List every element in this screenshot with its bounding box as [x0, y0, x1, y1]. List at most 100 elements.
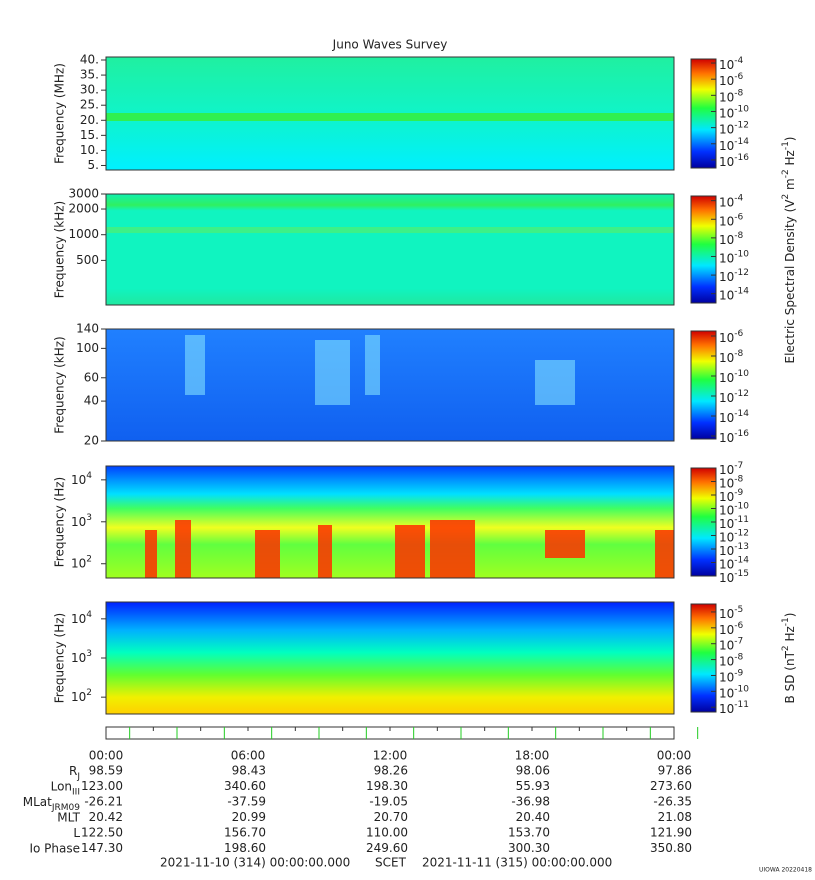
tick-base: 10 [719, 622, 734, 636]
tick-exponent: -8 [734, 230, 743, 240]
y-tick-label: 102 [71, 554, 92, 570]
tick-base: 10 [719, 571, 734, 585]
colorbar-tick-label: 10-10 [719, 249, 749, 265]
tick-base: 10 [719, 686, 734, 700]
y-tick-label: 103 [71, 512, 92, 528]
tick-base: 10 [719, 463, 734, 477]
colorbar-tick-label: 10-14 [719, 409, 749, 425]
y-axis-label: Frequency (MHz) [53, 63, 67, 164]
y-tick-label: 10. [80, 143, 99, 157]
plot-frame [105, 328, 675, 442]
tick-exponent: -10 [734, 501, 749, 511]
colorbar-tick-label: 10-15 [719, 569, 749, 585]
colorbar-tick-label: 10-5 [719, 604, 743, 620]
row-label: Io Phase [29, 841, 80, 855]
tick-exponent: -9 [734, 668, 743, 678]
y-tick-label: 3000 [68, 187, 99, 201]
label-sup: -2 [781, 169, 791, 178]
row-value: 98.43 [232, 764, 266, 778]
tick-base: 10 [719, 90, 734, 104]
row-name: MLT [57, 810, 80, 824]
tick-base: 10 [71, 690, 86, 704]
chart-title: Juno Waves Survey [332, 38, 448, 52]
tick-base: 10 [719, 606, 734, 620]
tick-exponent: -7 [734, 636, 743, 646]
label-part: ) [783, 136, 797, 141]
tick-exponent: 2 [86, 554, 92, 564]
tick-exponent: -14 [734, 409, 749, 419]
tick-base: 10 [719, 411, 734, 425]
y-tick-label: 102 [71, 688, 92, 704]
tick-exponent: -10 [734, 684, 749, 694]
label-part: Hz [783, 626, 797, 645]
y-tick-label: 103 [71, 649, 92, 665]
row-value: -37.59 [227, 795, 266, 809]
tick-exponent: -6 [734, 329, 743, 339]
colorbar-tick-label: 10-10 [719, 369, 749, 385]
row-name: L [73, 826, 80, 840]
label-sup: 2 [781, 645, 791, 651]
colorbar-tick-label: 10-11 [719, 515, 749, 531]
y-axis-label: Frequency (kHz) [53, 336, 67, 433]
tick-exponent: -4 [734, 56, 743, 66]
tick-base: 10 [71, 556, 86, 570]
colorbar-tick-label: 10-9 [719, 668, 744, 684]
tick-base: 10 [719, 288, 734, 302]
row-sub: J [76, 772, 80, 782]
tick-exponent: 4 [86, 609, 92, 619]
tick-base: 10 [71, 514, 86, 528]
time-label: 00:00 [657, 749, 692, 763]
tick-base: 10 [719, 702, 734, 716]
y-tick-label: 5. [88, 158, 99, 172]
tick-base: 10 [719, 138, 734, 152]
tick-base: 10 [719, 544, 734, 558]
row-value: 340.60 [224, 779, 266, 793]
colorbar-tick-label: 10-4 [719, 56, 744, 72]
row-name: R [69, 764, 77, 778]
tick-exponent: -11 [734, 515, 749, 525]
colorbar-tick-label: 10-8 [719, 474, 744, 490]
colorbar-tick-label: 10-14 [719, 136, 749, 152]
tick-base: 10 [719, 351, 734, 365]
row-value: 122.50 [81, 826, 123, 840]
row-label: MLatJRM09 [23, 795, 81, 813]
colorbar-tick-label: 10-7 [719, 636, 743, 652]
colorbar-tick-label: 10-10 [719, 501, 749, 517]
tick-exponent: -16 [734, 429, 749, 439]
tick-exponent: -8 [734, 88, 743, 98]
colorbar-tick-label: 10-12 [719, 528, 749, 544]
tick-exponent: 2 [86, 688, 92, 698]
colorbar-label: B SD (nT2 Hz-1) [781, 613, 797, 704]
tick-base: 10 [719, 214, 734, 228]
colorbar-tick-label: 10-6 [719, 212, 744, 228]
y-axis-label: Frequency (Hz) [53, 613, 67, 704]
spectrogram [106, 466, 674, 578]
y-tick-label: 104 [71, 470, 92, 486]
footer-start: 2021-11-10 (314) 00:00:00.000 [160, 856, 350, 870]
tick-base: 10 [719, 232, 734, 246]
row-value: -19.05 [369, 795, 408, 809]
y-tick-label: 20. [80, 113, 99, 127]
tick-base: 10 [71, 651, 86, 665]
band [106, 227, 674, 233]
colorbar-tick-label: 10-16 [719, 152, 749, 168]
row-value: 249.60 [366, 841, 408, 855]
time-label: 00:00 [89, 749, 124, 763]
row-name: Lon [51, 779, 72, 793]
colorbar-tick-label: 10-12 [719, 120, 749, 136]
bursts [145, 520, 674, 578]
footer-mid: SCET [375, 856, 407, 870]
tick-base: 10 [719, 476, 734, 490]
tick-exponent: -16 [734, 152, 749, 162]
spectrogram [106, 194, 674, 305]
colorbar-tick-label: 10-8 [719, 652, 744, 668]
label-sup: 2 [781, 194, 791, 200]
time-label: 06:00 [231, 749, 266, 763]
tick-base: 10 [719, 530, 734, 544]
spectrogram [106, 602, 674, 714]
row-value: 121.90 [650, 826, 692, 840]
band [106, 113, 674, 121]
row-value: 20.70 [374, 810, 408, 824]
colorbar-tick-label: 10-10 [719, 104, 749, 120]
y-tick-label: 15. [80, 128, 99, 142]
